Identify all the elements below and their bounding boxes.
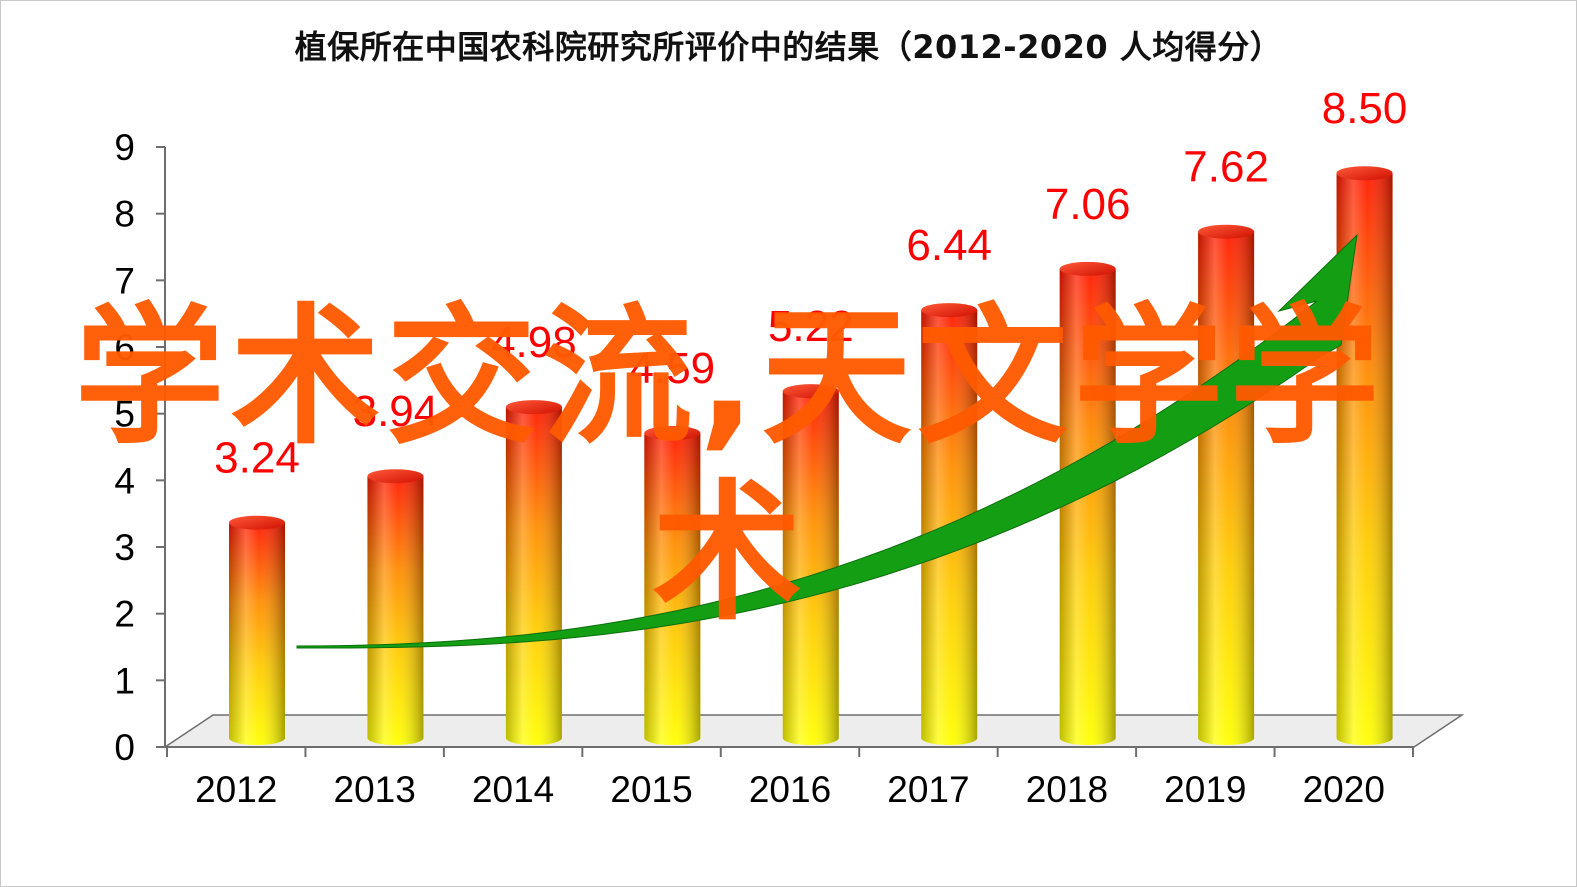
y-tick-label: 8 — [114, 194, 135, 235]
bar-shade — [367, 476, 424, 745]
x-tick-label: 2012 — [195, 769, 277, 810]
bar — [782, 384, 839, 745]
bar-shade — [1336, 173, 1393, 745]
x-tick-label: 2019 — [1164, 769, 1246, 810]
y-tick-label: 3 — [114, 527, 135, 568]
bar — [1336, 166, 1393, 745]
y-tick-label: 9 — [114, 127, 135, 168]
x-tick-label: 2017 — [887, 769, 969, 810]
data-label: 5.22 — [768, 302, 854, 351]
data-label: 4.59 — [630, 344, 716, 393]
bar — [367, 469, 424, 745]
data-label: 7.62 — [1183, 143, 1269, 192]
x-tick-label: 2016 — [749, 769, 831, 810]
y-tick-label: 4 — [114, 460, 135, 501]
bar-top — [1198, 224, 1255, 239]
watermark: 学术交流,天文学学术 — [74, 291, 1386, 641]
x-tick-label: 2018 — [1026, 769, 1108, 810]
x-tick-label: 2013 — [334, 769, 416, 810]
bar-top — [1059, 261, 1116, 276]
data-label: 3.94 — [353, 387, 439, 436]
bar-shade — [1059, 268, 1116, 745]
bar-top — [644, 426, 701, 441]
bar-top — [367, 469, 424, 484]
y-tick-label: 7 — [114, 260, 135, 301]
bar — [644, 426, 701, 745]
x-tick-label: 2020 — [1303, 769, 1385, 810]
bar-shade — [229, 522, 285, 745]
y-tick-label: 5 — [114, 394, 135, 435]
x-tick-label: 2015 — [610, 769, 692, 810]
y-tick-label: 2 — [114, 594, 135, 635]
trend-arrow — [296, 233, 1358, 649]
data-label: 7.06 — [1045, 180, 1131, 229]
y-tick-label: 1 — [114, 660, 135, 701]
bar — [505, 400, 562, 745]
data-label: 6.44 — [906, 221, 992, 270]
bar-shade — [644, 433, 701, 745]
bar-shade — [782, 391, 839, 745]
bar-top — [229, 515, 285, 530]
y-tick-label: 6 — [114, 327, 135, 368]
bar — [229, 515, 285, 745]
data-label: 4.98 — [491, 318, 577, 367]
bar-shade — [505, 407, 562, 745]
bar — [1059, 261, 1116, 745]
y-tick-label: 0 — [114, 727, 135, 768]
x-tick-label: 2014 — [472, 769, 554, 810]
bar-top — [505, 400, 562, 415]
data-label: 3.24 — [214, 434, 300, 483]
bar-top — [921, 303, 978, 318]
bar-top — [782, 384, 839, 399]
chart-title: 植保所在中国农科院研究所评价中的结果（2012-2020 人均得分） — [294, 28, 1283, 66]
data-label: 8.50 — [1322, 84, 1408, 133]
bar-top — [1336, 166, 1393, 181]
